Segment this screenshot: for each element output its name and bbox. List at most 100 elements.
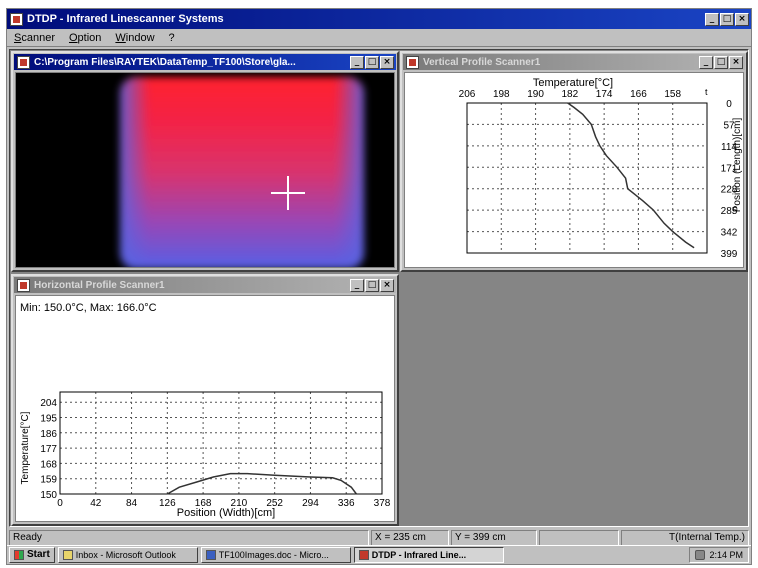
- heated-glass-panel: [120, 77, 364, 267]
- horizontal-title: Horizontal Profile Scanner1: [34, 279, 165, 291]
- close-button[interactable]: ×: [380, 55, 394, 69]
- x-tick-label: 294: [302, 498, 319, 509]
- thermal-image-canvas[interactable]: [15, 72, 395, 268]
- x-axis-extra-label: t: [705, 87, 708, 97]
- taskbar-item-label: DTDP - Infrared Line...: [371, 550, 467, 560]
- y-tick-label: 342: [721, 228, 738, 239]
- y-axis-label: Temperature[°C]: [20, 411, 31, 484]
- y-tick-label: 285: [721, 206, 738, 217]
- series-line: [166, 472, 357, 495]
- status-ready: Ready: [9, 530, 369, 546]
- vertical-title-bar[interactable]: Vertical Profile Scanner1 _ □ ×: [403, 54, 745, 70]
- word-doc-icon: [205, 550, 216, 560]
- minimize-button[interactable]: _: [699, 55, 713, 69]
- vertical-title: Vertical Profile Scanner1: [423, 56, 541, 68]
- thermal-title-bar[interactable]: C:\Program Files\RAYTEK\DataTemp_TF100\S…: [14, 54, 396, 70]
- inbox-icon: [62, 550, 73, 560]
- x-tick-label: 158: [664, 89, 681, 100]
- series-line: [567, 102, 695, 249]
- taskbar-item-dtdp[interactable]: DTDP - Infrared Line...: [353, 547, 504, 563]
- minimize-button[interactable]: _: [350, 55, 364, 69]
- y-tick-label: 159: [40, 475, 57, 486]
- doc-icon: [406, 55, 419, 69]
- y-tick-label: 114: [721, 142, 737, 153]
- y-tick-label: 168: [40, 459, 57, 470]
- horizontal-profile-chart: Position (Width)[cm] Temperature[°C] 0 42…: [20, 391, 391, 519]
- close-button[interactable]: ×: [729, 55, 743, 69]
- y-tick-label: 171: [721, 163, 738, 174]
- doc-icon: [17, 278, 30, 292]
- vertical-profile-window[interactable]: Vertical Profile Scanner1 _ □ × Temperat…: [400, 51, 748, 272]
- y-tick-label: 0: [726, 99, 732, 110]
- y-tick-label: 150: [40, 490, 57, 501]
- y-axis-label: Position (Length)[cm]: [732, 118, 743, 213]
- y-tick-label: 204: [40, 398, 57, 409]
- x-tick-label: 168: [195, 498, 212, 509]
- system-tray: 2:14 PM: [689, 547, 749, 563]
- taskbar-item-label: Inbox - Microsoft Outlook: [75, 550, 176, 560]
- x-tick-label: 206: [459, 89, 476, 100]
- plot-frame: [466, 102, 708, 254]
- close-button[interactable]: ×: [735, 12, 749, 26]
- x-axis-label: Temperature[°C]: [533, 77, 613, 89]
- app-icon: [358, 550, 369, 560]
- vertical-profile-area: Temperature[°C] t Position (Length)[cm] …: [404, 72, 744, 268]
- taskbar-item-outlook[interactable]: Inbox - Microsoft Outlook: [57, 547, 198, 563]
- app-icon[interactable]: [10, 12, 23, 26]
- status-empty: [539, 530, 619, 546]
- taskbar-item-label: TF100Images.doc - Micro...: [218, 550, 329, 560]
- minimize-button[interactable]: _: [705, 12, 719, 26]
- plot-frame: [59, 391, 383, 495]
- x-tick-label: 166: [630, 89, 647, 100]
- menu-help[interactable]: ?: [168, 31, 175, 44]
- x-axis-label: Position (Width)[cm]: [177, 507, 275, 519]
- x-tick-label: 190: [527, 89, 544, 100]
- menu-bar: Scanner Option Window ?: [7, 29, 751, 47]
- x-tick-label: 0: [57, 498, 63, 509]
- start-label: Start: [27, 549, 50, 560]
- windows-logo-icon: [14, 550, 24, 560]
- clock: 2:14 PM: [709, 550, 743, 560]
- app-title-bar[interactable]: DTDP - Infrared Linescanner Systems _ □ …: [7, 9, 751, 29]
- x-tick-label: 336: [338, 498, 355, 509]
- menu-scanner[interactable]: Scanner: [14, 31, 55, 44]
- crosshair-icon[interactable]: [271, 176, 305, 210]
- x-tick-label: 252: [266, 498, 283, 509]
- start-button[interactable]: Start: [9, 547, 55, 563]
- menu-window[interactable]: Window: [115, 31, 155, 44]
- status-mode: T(Internal Temp.): [621, 530, 749, 546]
- vertical-profile-chart: Temperature[°C] t Position (Length)[cm] …: [459, 77, 743, 260]
- x-tick-label: 42: [90, 498, 102, 509]
- y-tick-label: 186: [40, 429, 57, 440]
- menu-option[interactable]: Option: [68, 31, 102, 44]
- taskbar-item-word[interactable]: TF100Images.doc - Micro...: [200, 547, 351, 563]
- x-tick-label: 84: [126, 498, 138, 509]
- horizontal-title-bar[interactable]: Horizontal Profile Scanner1 _ □ ×: [14, 277, 396, 293]
- y-tick-label: 57: [723, 120, 735, 131]
- x-tick-label: 174: [596, 89, 613, 100]
- thermal-image[interactable]: [16, 73, 395, 268]
- x-tick-label: 210: [231, 498, 248, 509]
- y-tick-label: 177: [40, 444, 57, 455]
- thermal-title: C:\Program Files\RAYTEK\DataTemp_TF100\S…: [34, 56, 296, 68]
- y-tick-label: 195: [40, 414, 57, 425]
- y-tick-label: 228: [721, 185, 738, 196]
- horizontal-profile-area: Min: 150.0°C, Max: 166.0°C Position (Wid…: [15, 295, 395, 522]
- app-window: DTDP - Infrared Linescanner Systems _ □ …: [6, 8, 752, 565]
- maximize-button[interactable]: □: [714, 55, 728, 69]
- thermal-image-window[interactable]: C:\Program Files\RAYTEK\DataTemp_TF100\S…: [11, 51, 399, 272]
- status-y: Y = 399 cm: [451, 530, 537, 546]
- maximize-button[interactable]: □: [720, 12, 734, 26]
- status-x: X = 235 cm: [371, 530, 449, 546]
- x-tick-label: 198: [493, 89, 510, 100]
- minimize-button[interactable]: _: [350, 278, 364, 292]
- maximize-button[interactable]: □: [365, 55, 379, 69]
- x-tick-label: 126: [159, 498, 176, 509]
- close-button[interactable]: ×: [380, 278, 394, 292]
- doc-icon: [17, 55, 30, 69]
- maximize-button[interactable]: □: [365, 278, 379, 292]
- app-title: DTDP - Infrared Linescanner Systems: [27, 13, 224, 25]
- taskbar: Start Inbox - Microsoft Outlook TF100Ima…: [7, 545, 751, 564]
- horizontal-profile-window[interactable]: Horizontal Profile Scanner1 _ □ × Min: 1…: [11, 274, 399, 526]
- speaker-icon[interactable]: [695, 550, 706, 560]
